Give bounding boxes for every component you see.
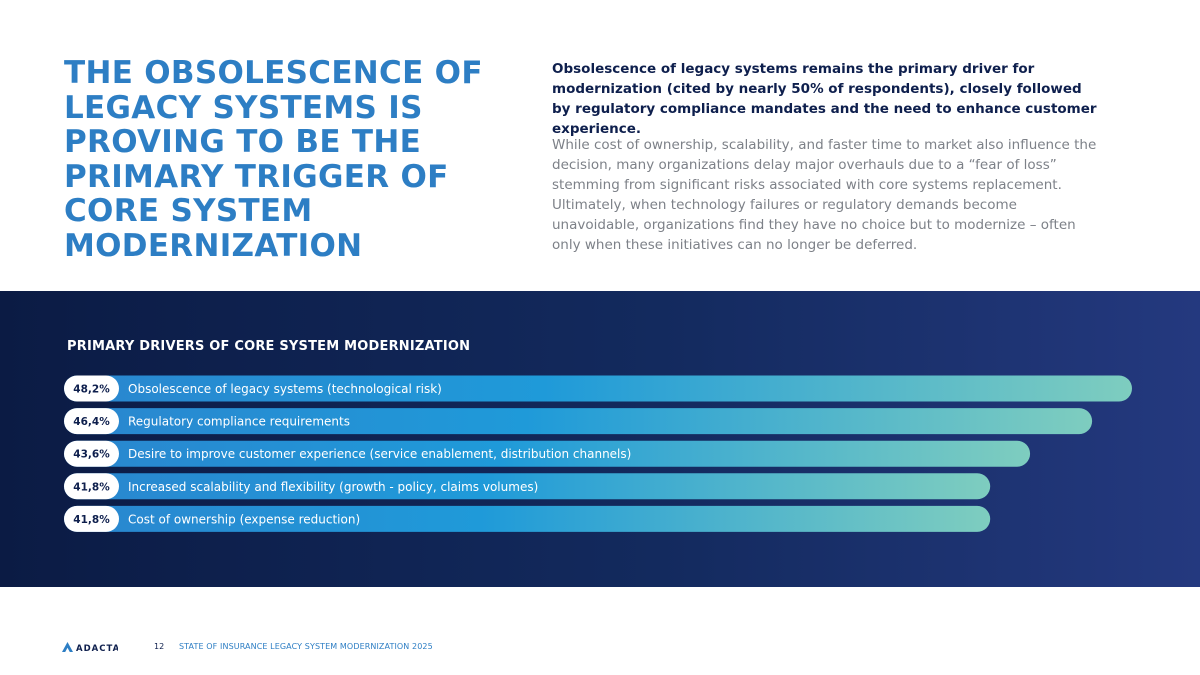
data-label: 41,8% [73,514,110,526]
data-label: 48,2% [73,384,110,396]
brand-wordmark: ADACTA [76,644,118,653]
value-pill [64,505,119,532]
value-pill [64,440,119,467]
bar-row: 46,4% Regulatory compliance requirements [64,408,1093,435]
lead-paragraph: Obsolescence of legacy systems remains t… [552,61,1097,137]
bar [64,440,1031,467]
data-label: 43,6% [73,449,110,461]
bar [64,473,991,500]
value-pill [64,408,119,435]
bars-svg: 48,2% Obsolescence of legacy systems (tec… [64,375,1132,532]
category-label: Obsolescence of legacy systems (technolo… [128,382,442,396]
value-pill [64,375,119,402]
chart-panel: PRIMARY DRIVERS OF CORE SYSTEM MODERNIZA… [0,291,1200,587]
bar-row: 43,6% Desire to improve customer experien… [64,440,1031,467]
bar [64,375,1132,402]
bar-row: 41,8% Increased scalability and flexibili… [64,473,991,500]
bar-row: 48,2% Obsolescence of legacy systems (tec… [64,375,1132,402]
chart-title: PRIMARY DRIVERS OF CORE SYSTEM MODERNIZA… [67,339,471,354]
report-title: STATE OF INSURANCE LEGACY SYSTEM MODERNI… [179,642,433,651]
page-number: 12 [154,642,165,651]
category-label: Cost of ownership (expense reduction) [128,512,360,526]
body-paragraph: While cost of ownership, scalability, an… [552,137,1097,253]
headline: THE OBSOLESCENCE OF LEGACY SYSTEMS IS PR… [64,55,483,264]
bar [64,505,991,532]
category-label: Regulatory compliance requirements [128,415,350,429]
value-pill [64,473,119,500]
data-label: 46,4% [73,416,110,428]
bar [64,408,1093,435]
bar-row: 41,8% Cost of ownership (expense reductio… [64,505,991,532]
adacta-logo: ADACTA [62,640,119,658]
category-label: Desire to improve customer experience (s… [128,447,631,461]
data-label: 41,8% [73,481,110,493]
category-label: Increased scalability and flexibility (g… [128,480,538,494]
